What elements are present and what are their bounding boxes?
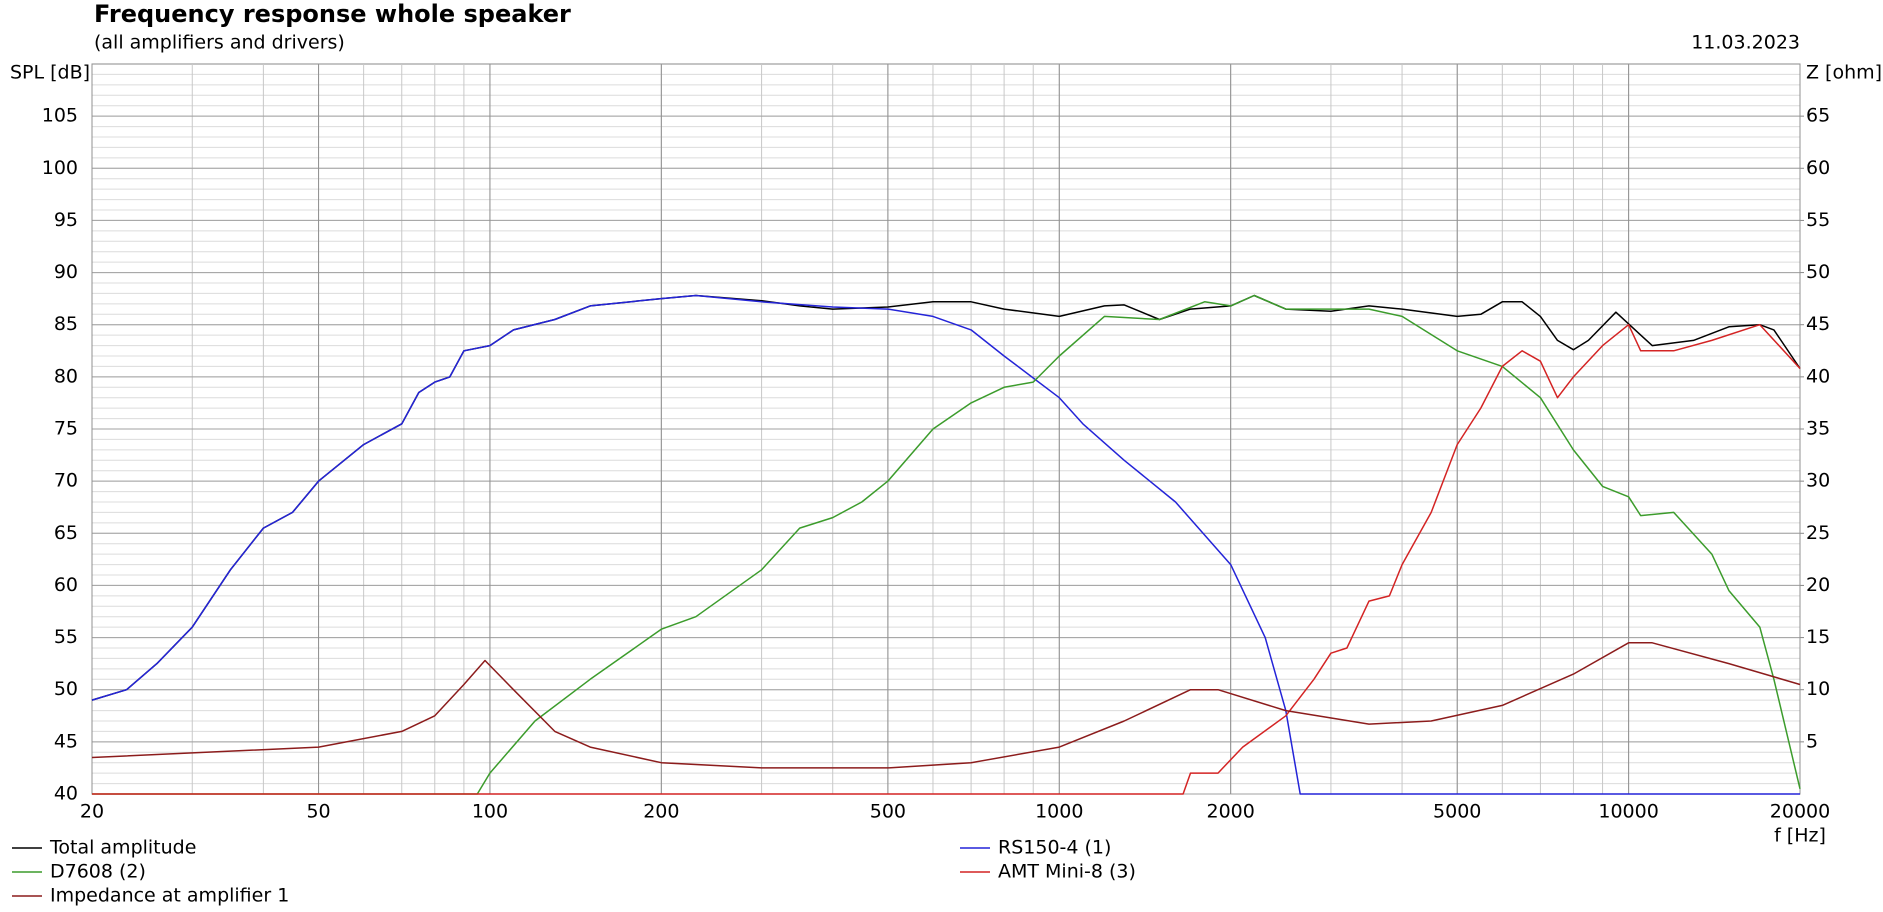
y2-tick-label: 15: [1806, 626, 1830, 648]
y2-tick-label: 30: [1806, 470, 1830, 492]
y-tick-label: 50: [54, 678, 78, 700]
y2-tick-label: 50: [1806, 261, 1830, 283]
y2-tick-label: 25: [1806, 522, 1830, 544]
y-tick-label: 105: [42, 105, 78, 127]
legend-label: AMT Mini-8 (3): [998, 861, 1136, 883]
y-tick-label: 70: [54, 470, 78, 492]
y-tick-label: 75: [54, 418, 78, 440]
y-tick-label: 55: [54, 626, 78, 648]
x-tick-label: 5000: [1433, 801, 1481, 823]
x-tick-label: 20000: [1770, 801, 1830, 823]
y2-tick-label: 35: [1806, 418, 1830, 440]
legend-label: Total amplitude: [49, 837, 196, 859]
y2-tick-label: 10: [1806, 678, 1830, 700]
x-tick-label: 500: [870, 801, 906, 823]
x-tick-label: 200: [643, 801, 679, 823]
y-tick-label: 100: [42, 157, 78, 179]
y2-tick-label: 65: [1806, 105, 1830, 127]
x-tick-label: 10000: [1598, 801, 1658, 823]
y-axis-label: SPL [dB]: [10, 62, 90, 84]
y2-tick-label: 5: [1806, 730, 1818, 752]
y2-tick-label: 55: [1806, 209, 1830, 231]
series-line: [91, 642, 1801, 769]
y-tick-label: 60: [54, 574, 78, 596]
x-tick-label: 50: [306, 801, 330, 823]
y-tick-label: 90: [54, 261, 78, 283]
x-tick-label: 20: [80, 801, 104, 823]
y-tick-label: 45: [54, 730, 78, 752]
x-tick-label: 2000: [1206, 801, 1254, 823]
chart-subtitle: (all amplifiers and drivers): [94, 32, 345, 54]
y2-tick-label: 45: [1806, 313, 1830, 335]
y2-tick-label: 60: [1806, 157, 1830, 179]
y-tick-label: 80: [54, 365, 78, 387]
series-line: [92, 323, 1801, 795]
y-tick-label: 85: [54, 313, 78, 335]
y-tick-label: 95: [54, 209, 78, 231]
x-tick-label: 1000: [1035, 801, 1083, 823]
chart-date: 11.03.2023: [1691, 32, 1800, 54]
y-tick-label: 40: [54, 783, 78, 805]
y2-axis-label: Z [ohm]: [1806, 62, 1882, 84]
x-axis-label: f [Hz]: [1774, 825, 1826, 847]
y2-tick-label: 40: [1806, 365, 1830, 387]
legend-label: Impedance at amplifier 1: [50, 885, 289, 907]
legend-label: RS150-4 (1): [998, 837, 1111, 859]
chart-title: Frequency response whole speaker: [94, 0, 571, 28]
series-line: [92, 294, 1801, 795]
series-line: [91, 294, 1800, 795]
y2-tick-label: 20: [1806, 574, 1830, 596]
y-tick-label: 65: [54, 522, 78, 544]
x-tick-label: 100: [472, 801, 508, 823]
legend-label: D7608 (2): [50, 861, 146, 883]
